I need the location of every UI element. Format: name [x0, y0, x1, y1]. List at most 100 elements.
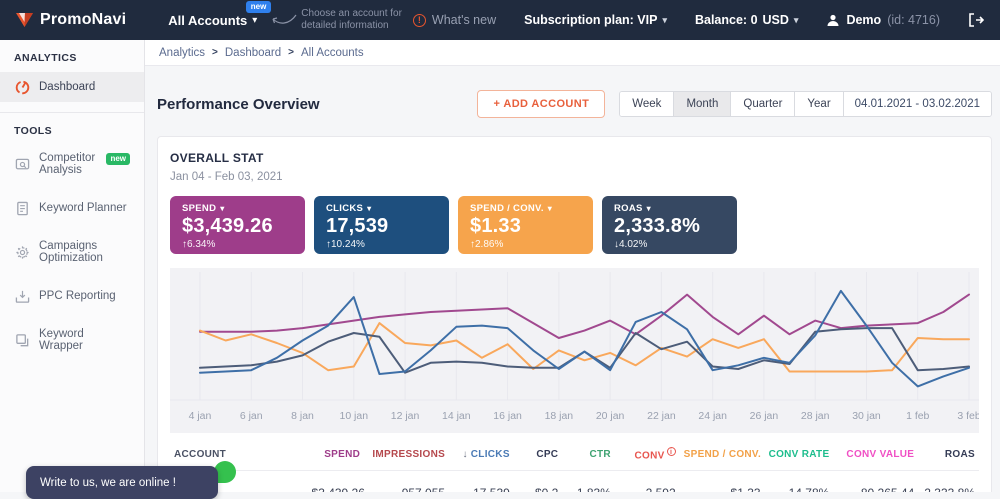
overall-stat-daterange: Jan 04 - Feb 03, 2021	[170, 171, 979, 183]
chat-widget[interactable]: Write to us, we are online !	[26, 466, 218, 499]
account-selector[interactable]: All Accounts ▾ new	[168, 13, 257, 28]
clicks-delta: ↑10.24%	[326, 239, 437, 250]
column-header-ctr[interactable]: CTR	[562, 437, 615, 471]
sidebar-item-ppc-reporting[interactable]: PPC Reporting	[0, 281, 144, 311]
breadcrumb-dashboard[interactable]: Dashboard	[225, 47, 281, 59]
add-account-button[interactable]: + ADD ACCOUNT	[477, 90, 605, 118]
chevron-down-icon: ▾	[647, 204, 651, 213]
main-area: Analytics > Dashboard > All Accounts Per…	[145, 40, 1000, 492]
tab-year[interactable]: Year	[794, 92, 842, 116]
sort-desc-icon: ↓	[462, 449, 467, 460]
chat-message: Write to us, we are online !	[40, 477, 176, 489]
breadcrumb: Analytics > Dashboard > All Accounts	[145, 40, 1000, 66]
subscription-plan-dropdown[interactable]: Subscription plan: VIP ▾	[524, 13, 667, 27]
x-axis-label: 20 jan	[596, 411, 625, 422]
column-header-impressions[interactable]: IMPRESSIONS	[364, 437, 449, 471]
sidebar-section-tools: TOOLS	[0, 113, 144, 145]
tab-month[interactable]: Month	[673, 92, 730, 116]
top-bar: PromoNavi All Accounts ▾ new Choose an a…	[0, 0, 1000, 40]
page-title: Performance Overview	[157, 96, 320, 113]
x-axis-label: 6 jan	[240, 411, 263, 422]
table-cell: 80,265.44	[833, 471, 918, 492]
curved-arrow-icon	[271, 13, 297, 27]
table-cell: 2,592	[615, 471, 680, 492]
brand-logo[interactable]: PromoNavi	[16, 11, 126, 29]
performance-chart: 4 jan6 jan8 jan10 jan12 jan14 jan16 jan1…	[170, 268, 979, 433]
competitor-analysis-icon	[14, 156, 30, 172]
x-axis-label: 14 jan	[442, 411, 471, 422]
user-menu[interactable]: Demo (id: 4716)	[826, 13, 940, 27]
date-range-picker[interactable]: 04.01.2021 - 03.02.2021	[843, 92, 991, 116]
spend-conv-delta: ↑2.86%	[470, 239, 581, 250]
new-badge: new	[246, 1, 272, 13]
sidebar: ANALYTICS Dashboard TOOLS Competitor Ana…	[0, 40, 145, 492]
x-axis-label: 12 jan	[391, 411, 420, 422]
spend-value: $3,439.26	[182, 215, 293, 238]
column-header-cpc[interactable]: CPC	[514, 437, 563, 471]
dashboard-icon	[14, 79, 30, 95]
x-axis-label: 30 jan	[852, 411, 881, 422]
column-header-spend-conv[interactable]: SPEND / CONV.	[680, 437, 765, 471]
stat-card-spend[interactable]: SPEND ▾ $3,439.26 ↑6.34%	[170, 196, 305, 254]
brand-name: PromoNavi	[40, 11, 126, 29]
column-header-conv[interactable]: CONV	[615, 437, 680, 471]
gear-icon	[14, 244, 30, 260]
account-selector-label: All Accounts	[168, 13, 247, 28]
spend-delta: ↑6.34%	[182, 239, 293, 250]
sidebar-item-competitor-analysis[interactable]: Competitor Analysis new	[0, 145, 144, 183]
account-hint: Choose an account for detailed informati…	[301, 8, 409, 33]
x-axis-label: 24 jan	[698, 411, 727, 422]
table-cell: $1.33	[680, 471, 765, 492]
new-badge: new	[106, 153, 130, 165]
sidebar-item-keyword-wrapper[interactable]: Keyword Wrapper	[0, 321, 144, 359]
sidebar-section-analytics: ANALYTICS	[0, 40, 144, 72]
sidebar-item-dashboard[interactable]: Dashboard	[0, 72, 144, 102]
roas-delta: ↓4.02%	[614, 239, 725, 250]
stat-card-clicks[interactable]: CLICKS ▾ 17,539 ↑10.24%	[314, 196, 449, 254]
whats-new-link[interactable]: ! What's new	[413, 13, 496, 27]
column-header-spend[interactable]: SPEND	[308, 437, 365, 471]
stat-card-roas[interactable]: ROAS ▾ 2,333.8% ↓4.02%	[602, 196, 737, 254]
sidebar-item-keyword-planner[interactable]: Keyword Planner	[0, 193, 144, 223]
x-axis-label: 16 jan	[493, 411, 522, 422]
report-inbox-icon	[14, 288, 30, 304]
chevron-down-icon: ▾	[794, 15, 799, 26]
chevron-down-icon: ▾	[662, 15, 667, 26]
table-cell: 2,333.8%	[918, 471, 979, 492]
chevron-down-icon: ▾	[252, 15, 257, 26]
x-axis-label: 4 jan	[189, 411, 212, 422]
copy-icon	[14, 332, 30, 348]
x-axis-label: 26 jan	[750, 411, 779, 422]
table-cell: 957,055	[364, 471, 449, 492]
stat-cards-row: SPEND ▾ $3,439.26 ↑6.34% CLICKS ▾ 17,539…	[170, 196, 979, 254]
breadcrumb-separator: >	[212, 47, 218, 58]
breadcrumb-analytics[interactable]: Analytics	[159, 47, 205, 59]
period-selector: Week Month Quarter Year 04.01.2021 - 03.…	[619, 91, 992, 117]
keyword-planner-icon	[14, 200, 30, 216]
x-axis-label: 28 jan	[801, 411, 830, 422]
x-axis-label: 1 feb	[906, 411, 929, 422]
column-header-conv-rate[interactable]: CONV RATE	[765, 437, 834, 471]
balance-dropdown[interactable]: Balance: 0 USD ▾	[695, 13, 798, 27]
overall-stat-card: OVERALL STAT Jan 04 - Feb 03, 2021 SPEND…	[157, 136, 992, 492]
x-axis-label: 10 jan	[339, 411, 368, 422]
column-header-conv-value[interactable]: CONV VALUE	[833, 437, 918, 471]
promonavi-logo-icon	[16, 13, 33, 28]
chevron-down-icon: ▾	[220, 204, 224, 213]
table-cell: 1.83%	[562, 471, 615, 492]
logout-icon[interactable]	[968, 13, 984, 27]
table-cell: $0.2	[514, 471, 563, 492]
table-cell: 17,539	[449, 471, 514, 492]
breadcrumb-separator: >	[288, 47, 294, 58]
column-header-roas[interactable]: ROAS	[918, 437, 979, 471]
tab-quarter[interactable]: Quarter	[730, 92, 794, 116]
overall-stat-title: OVERALL STAT	[170, 151, 979, 165]
info-icon[interactable]	[667, 447, 676, 456]
breadcrumb-all-accounts[interactable]: All Accounts	[301, 47, 364, 59]
column-header-clicks[interactable]: ↓CLICKS	[449, 437, 514, 471]
x-axis-label: 3 feb	[957, 411, 979, 422]
sidebar-item-campaigns-optimization[interactable]: Campaigns Optimization	[0, 233, 144, 271]
tab-week[interactable]: Week	[620, 92, 673, 116]
stat-card-spend-conv[interactable]: SPEND / CONV. ▾ $1.33 ↑2.86%	[458, 196, 593, 254]
table-row[interactable]: $3,439.26957,05517,539$0.21.83%2,592$1.3…	[170, 471, 979, 492]
